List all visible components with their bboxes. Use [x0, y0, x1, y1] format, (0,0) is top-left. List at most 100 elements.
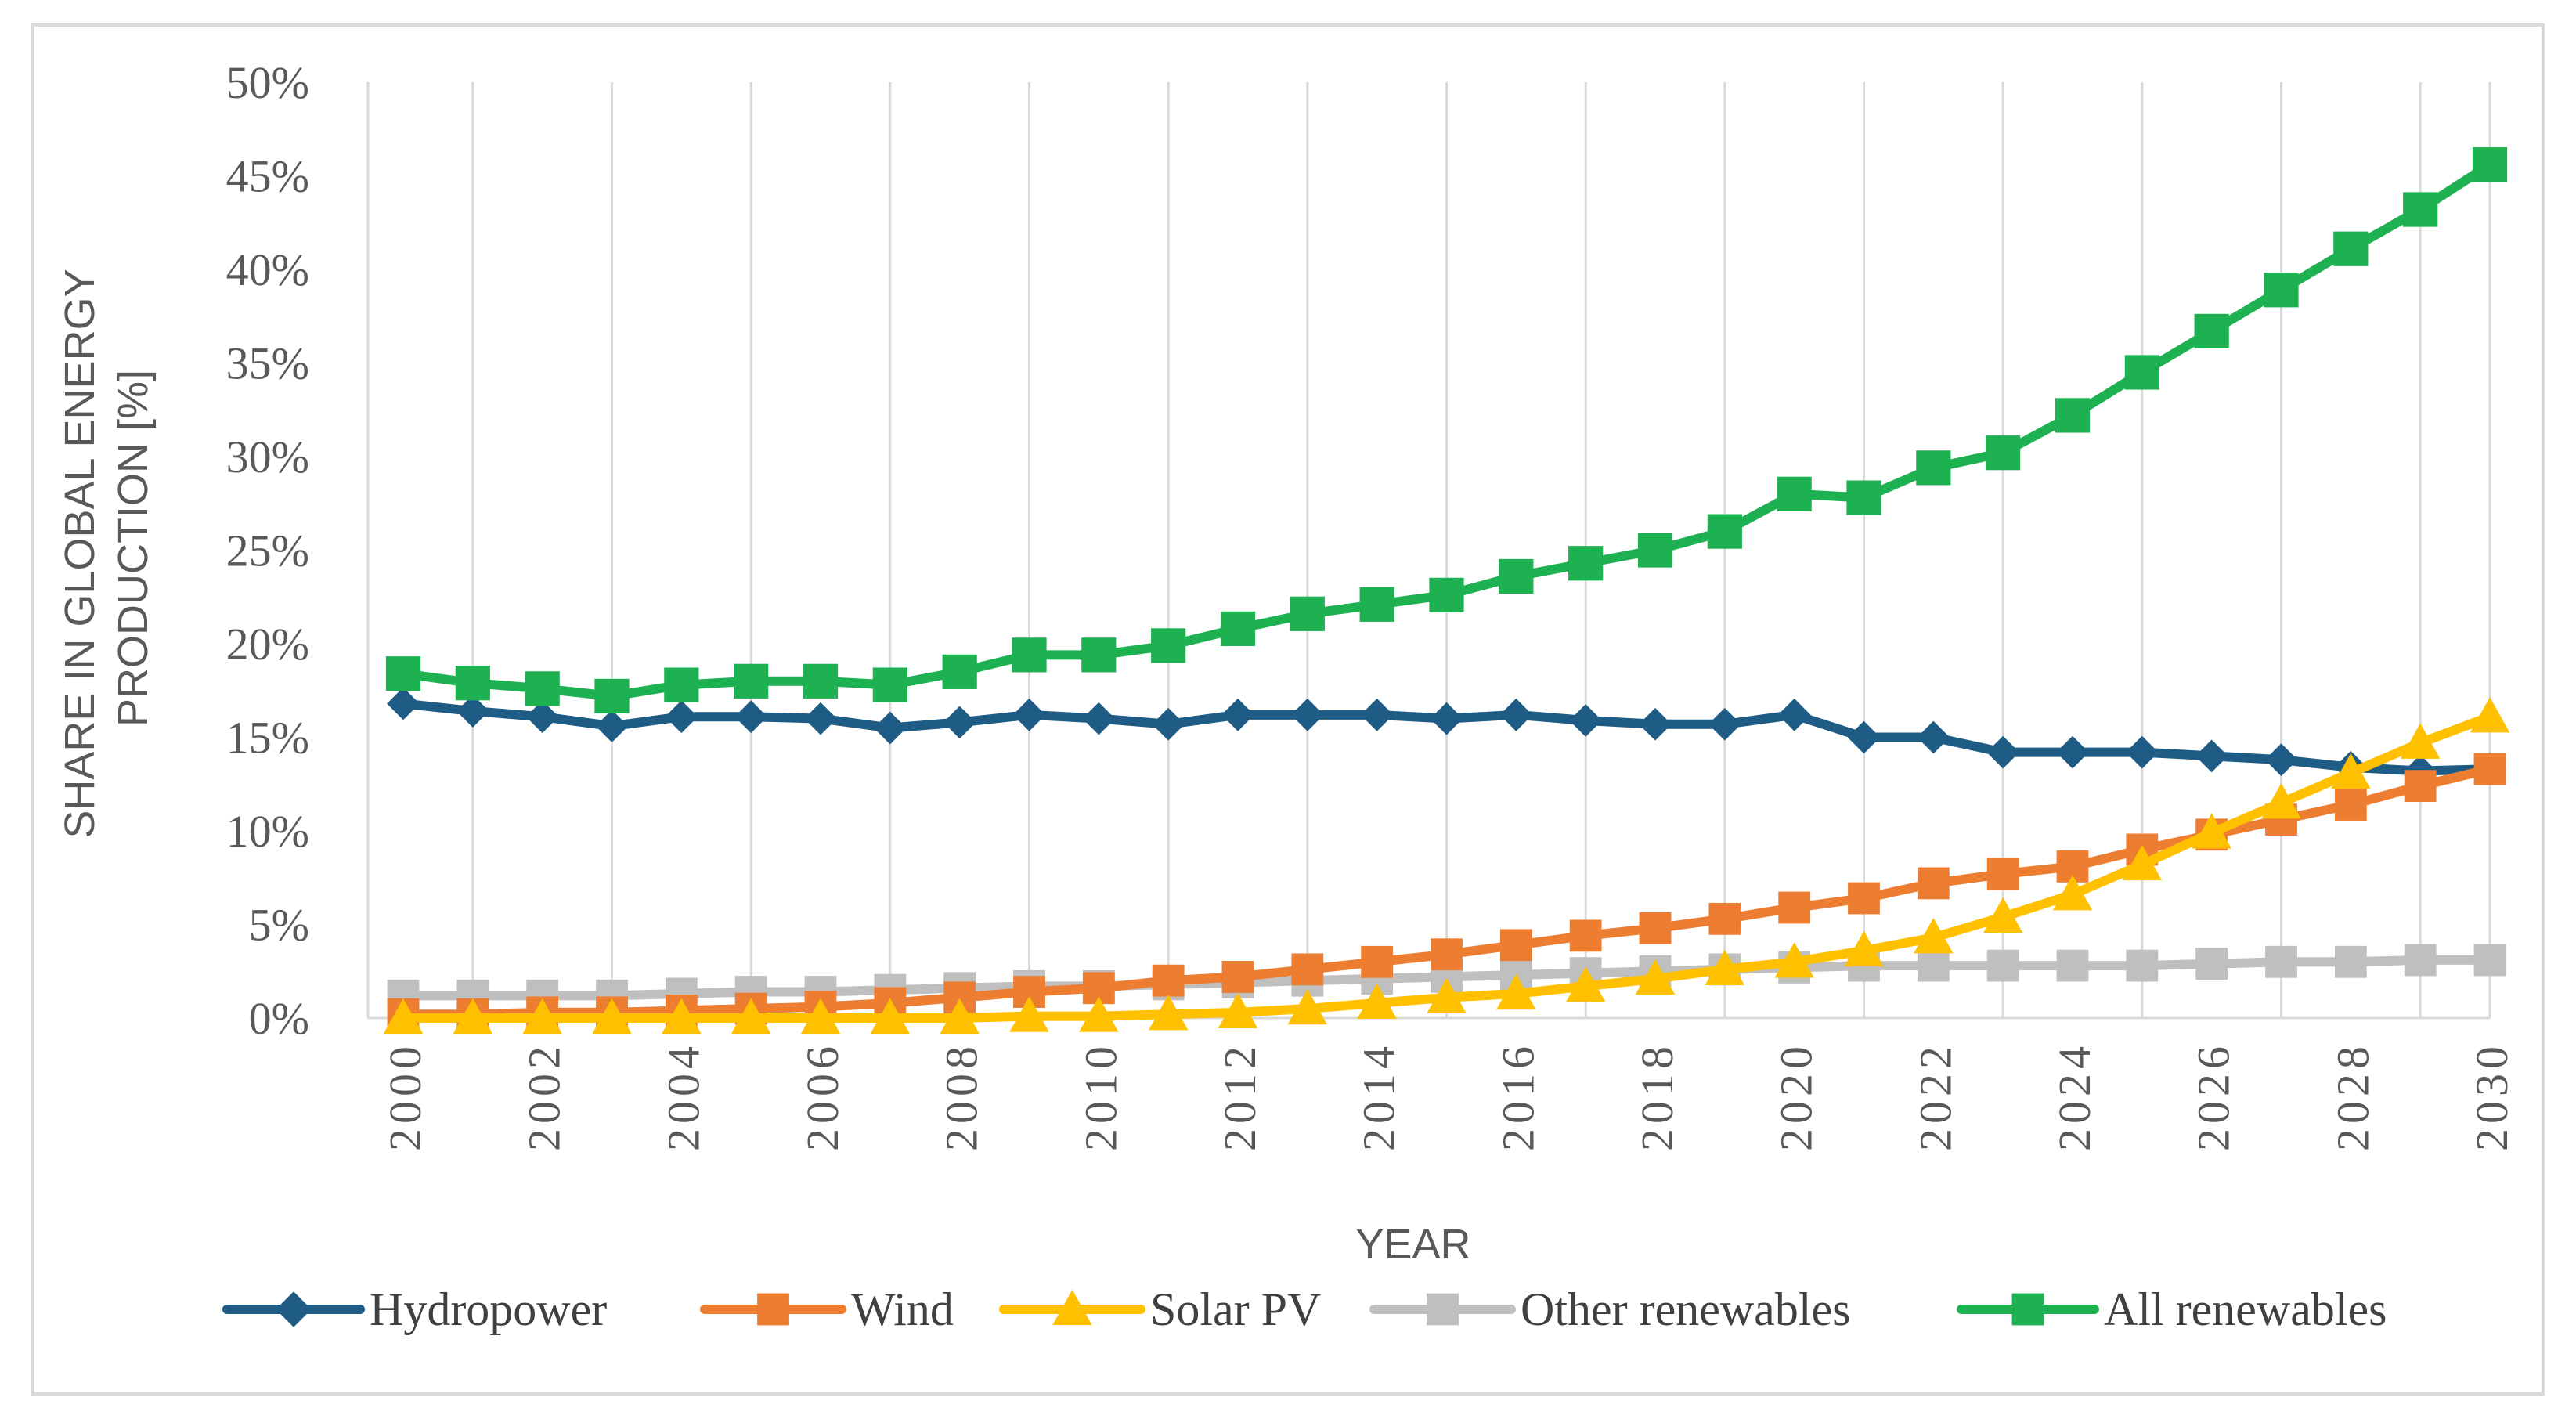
data-point	[2404, 944, 2437, 977]
data-point	[2056, 735, 2089, 769]
x-tick-label: 2016	[1492, 1042, 1543, 1151]
data-point	[453, 998, 493, 1034]
data-point	[522, 998, 562, 1034]
legend-label: All renewables	[2104, 1284, 2387, 1335]
data-point	[2125, 735, 2159, 769]
data-point	[1361, 945, 1394, 978]
data-point	[2195, 948, 2228, 980]
data-point	[1151, 628, 1186, 663]
y-tick-label: 0%	[249, 993, 309, 1044]
tick-labels: 0% 5% 10% 15% 20% 25% 30% 35% 40% 45% 50% 2000 2002 2…	[226, 57, 2517, 1151]
legend-marker	[276, 1291, 312, 1327]
data-point	[2195, 739, 2228, 773]
data-point	[1152, 707, 1185, 741]
x-tick-label: 2012	[1214, 1042, 1265, 1151]
x-tick-label: 2004	[658, 1042, 709, 1151]
data-point	[1635, 959, 1676, 995]
data-point	[1914, 918, 1954, 954]
data-point	[1983, 897, 2023, 933]
x-tick-label: 2006	[797, 1042, 848, 1151]
data-point	[1221, 961, 1254, 993]
data-point	[2404, 770, 2437, 803]
data-point	[1360, 698, 1394, 731]
x-tick-label: 2010	[1075, 1042, 1126, 1151]
data-point	[2264, 273, 2299, 308]
data-point	[2334, 945, 2367, 978]
legend-item: Solar PV	[999, 1284, 1321, 1335]
data-point	[1705, 949, 1745, 986]
data-point	[1427, 977, 1467, 1013]
y-tick-label: 45%	[226, 151, 309, 202]
data-point	[2122, 844, 2163, 881]
legend-marker	[2011, 1293, 2044, 1326]
data-point	[1148, 995, 1189, 1031]
data-point	[1565, 966, 1606, 1002]
data-point	[1290, 698, 1324, 731]
data-point	[1569, 704, 1603, 737]
x-tick-label: 2022	[1910, 1042, 1961, 1151]
data-point	[1844, 930, 1884, 967]
legend-marker	[1052, 1289, 1092, 1326]
y-tick-label: 30%	[226, 431, 309, 482]
data-point	[456, 695, 489, 728]
data-point	[1359, 587, 1394, 622]
data-point	[2124, 355, 2159, 390]
data-point	[1429, 577, 1464, 612]
data-point	[1774, 942, 1814, 978]
data-point	[2331, 753, 2371, 789]
data-point	[1218, 992, 1258, 1028]
data-point	[1287, 988, 1328, 1025]
data-point	[2194, 313, 2229, 348]
data-point	[1777, 698, 1811, 731]
legend: Hydropower Wind Solar PV Other renewables Al…	[222, 1284, 2387, 1335]
legend-item: Other renewables	[1369, 1284, 1850, 1335]
data-point	[525, 671, 560, 706]
data-point	[385, 656, 421, 691]
data-point	[1290, 596, 1325, 631]
legend-label: Wind	[851, 1284, 954, 1335]
y-axis-title-line-2: PRODUCTION [%]	[110, 370, 157, 727]
data-point	[1569, 919, 1602, 952]
data-point	[943, 706, 976, 739]
y-tick-label: 25%	[226, 525, 309, 576]
data-point	[1082, 702, 1116, 735]
x-tick-label: 2018	[1632, 1042, 1683, 1151]
data-point	[1152, 964, 1185, 997]
data-point	[592, 998, 632, 1034]
data-point	[1009, 996, 1049, 1032]
data-point	[731, 998, 771, 1034]
data-point	[1847, 720, 1881, 754]
data-point	[2126, 949, 2159, 982]
data-point	[1986, 949, 2019, 982]
data-point	[1986, 858, 2019, 890]
y-axis-title-line-1: SHARE IN GLOBAL ENERGY	[56, 269, 103, 838]
data-point	[1431, 938, 1463, 971]
data-point	[1637, 533, 1673, 568]
data-point	[2192, 813, 2231, 849]
legend-item: All renewables	[1957, 1284, 2387, 1335]
data-point	[1430, 702, 1463, 735]
data-point	[1917, 720, 1950, 754]
data-point	[873, 711, 907, 745]
data-point	[942, 654, 977, 689]
x-tick-label: 2020	[1771, 1042, 1822, 1151]
data-point	[1639, 912, 1672, 944]
legend-marker	[757, 1293, 789, 1326]
data-point	[1291, 953, 1324, 986]
data-point	[1079, 996, 1119, 1032]
y-tick-label: 10%	[226, 806, 309, 857]
data-point	[2470, 697, 2510, 733]
y-tick-label: 5%	[249, 900, 309, 951]
data-point	[1012, 698, 1046, 731]
data-point	[455, 666, 490, 701]
data-point	[2472, 147, 2508, 182]
data-point	[1917, 867, 1950, 900]
x-tick-label: 2028	[2327, 1042, 2378, 1151]
data-point	[734, 663, 769, 699]
x-tick-label: 2008	[936, 1042, 987, 1151]
legend-label: Hydropower	[370, 1284, 607, 1335]
data-point	[1496, 973, 1536, 1010]
x-tick-label: 2024	[2049, 1042, 2100, 1151]
data-point	[383, 998, 424, 1034]
data-point	[2400, 723, 2441, 759]
